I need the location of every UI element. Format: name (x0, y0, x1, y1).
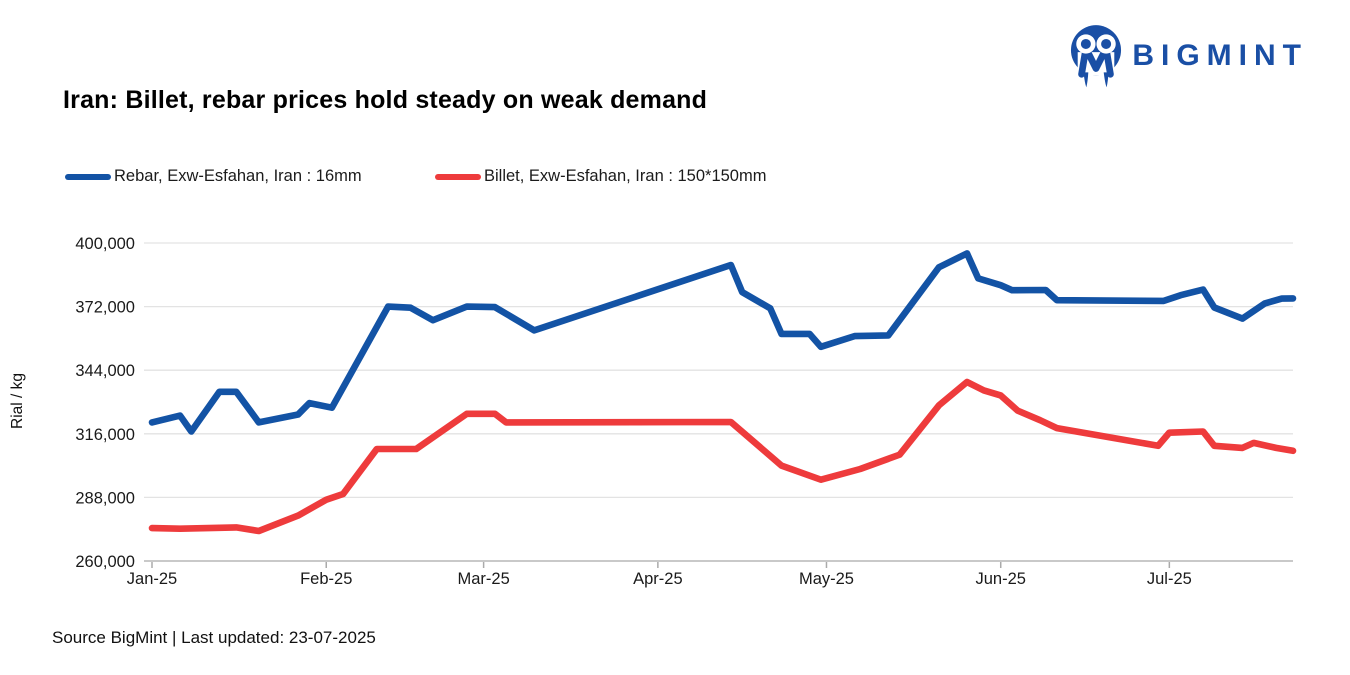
x-tick-label: Mar-25 (457, 570, 509, 588)
legend-item-billet: Billet, Exw-Esfahan, Iran : 150*150mm (435, 167, 766, 186)
x-tick-label: Feb-25 (300, 570, 352, 588)
bigmint-logo-text: BIGMINT (1132, 39, 1308, 72)
legend-item-rebar: Rebar, Exw-Esfahan, Iran : 16mm (65, 167, 362, 186)
bigmint-logo: BIGMINT (1070, 24, 1308, 88)
y-tick-label: 316,000 (75, 426, 135, 444)
page-title: Iran: Billet, rebar prices hold steady o… (63, 86, 708, 114)
legend-swatch-rebar (65, 173, 111, 180)
x-tick-label: Jun-25 (975, 570, 1025, 588)
x-tick-label: Apr-25 (633, 570, 683, 588)
legend-label-rebar: Rebar, Exw-Esfahan, Iran : 16mm (114, 167, 362, 185)
x-tick-label: May-25 (799, 570, 854, 588)
series-line-rebar (148, 250, 1297, 435)
legend-label-billet: Billet, Exw-Esfahan, Iran : 150*150mm (484, 167, 767, 185)
y-tick-label: 372,000 (75, 299, 135, 317)
x-tick-label: Jan-25 (127, 570, 177, 588)
y-tick-label: 260,000 (75, 553, 135, 571)
series-line-billet (148, 378, 1297, 535)
x-tick-label: Jul-25 (1147, 570, 1192, 588)
bigmint-logo-icon (1070, 24, 1122, 88)
legend-swatch-billet (435, 173, 481, 180)
y-tick-label: 288,000 (75, 489, 135, 507)
chart-legend: Rebar, Exw-Esfahan, Iran : 16mm Billet, … (0, 167, 1350, 189)
y-tick-label: 344,000 (75, 362, 135, 380)
source-caption: Source BigMint | Last updated: 23-07-202… (52, 628, 376, 647)
y-tick-label: 400,000 (75, 235, 135, 253)
